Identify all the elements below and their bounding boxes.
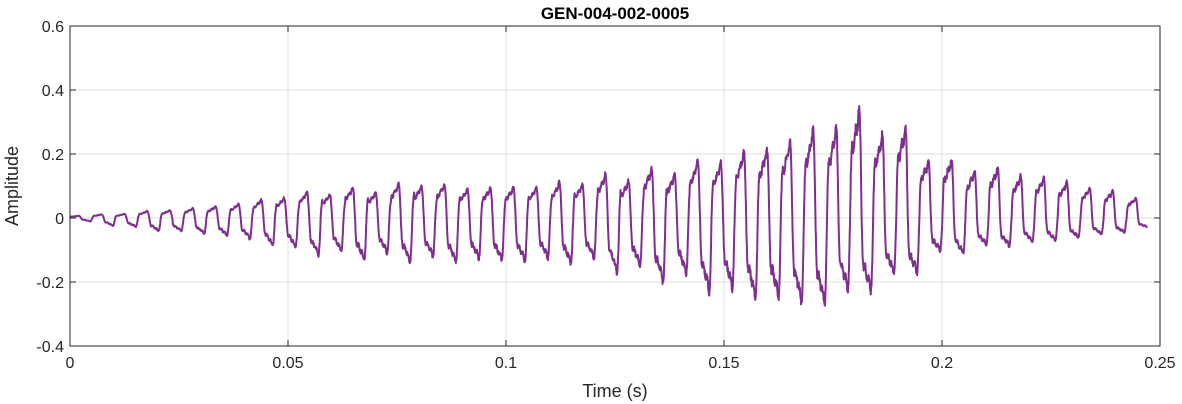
y-tick-label: -0.4 bbox=[36, 339, 64, 356]
x-tick-label: 0.25 bbox=[1144, 355, 1175, 372]
chart-title: GEN-004-002-0005 bbox=[541, 4, 689, 23]
y-tick-label: 0 bbox=[55, 211, 64, 228]
x-tick-label: 0 bbox=[66, 355, 75, 372]
signal-line bbox=[69, 105, 1148, 307]
x-tick-label: 0.2 bbox=[931, 355, 953, 372]
x-axis-label: Time (s) bbox=[582, 381, 647, 401]
x-tick-label: 0.05 bbox=[272, 355, 303, 372]
axes-box bbox=[69, 25, 1161, 347]
y-axis-label: Amplitude bbox=[2, 146, 22, 226]
y-tick-label: 0.2 bbox=[42, 147, 64, 164]
y-tick-label: 0.4 bbox=[42, 83, 64, 100]
ticks: 0 0.05 0.1 0.15 0.2 0.25 -0.4 -0.2 0 0.2 0.4 0.6 bbox=[36, 19, 1175, 372]
y-tick-label: -0.2 bbox=[36, 275, 64, 292]
x-tick-label: 0.15 bbox=[708, 355, 739, 372]
y-tick-label: 0.6 bbox=[42, 19, 64, 36]
x-tick-label: 0.1 bbox=[495, 355, 517, 372]
plot-area bbox=[69, 105, 1148, 307]
